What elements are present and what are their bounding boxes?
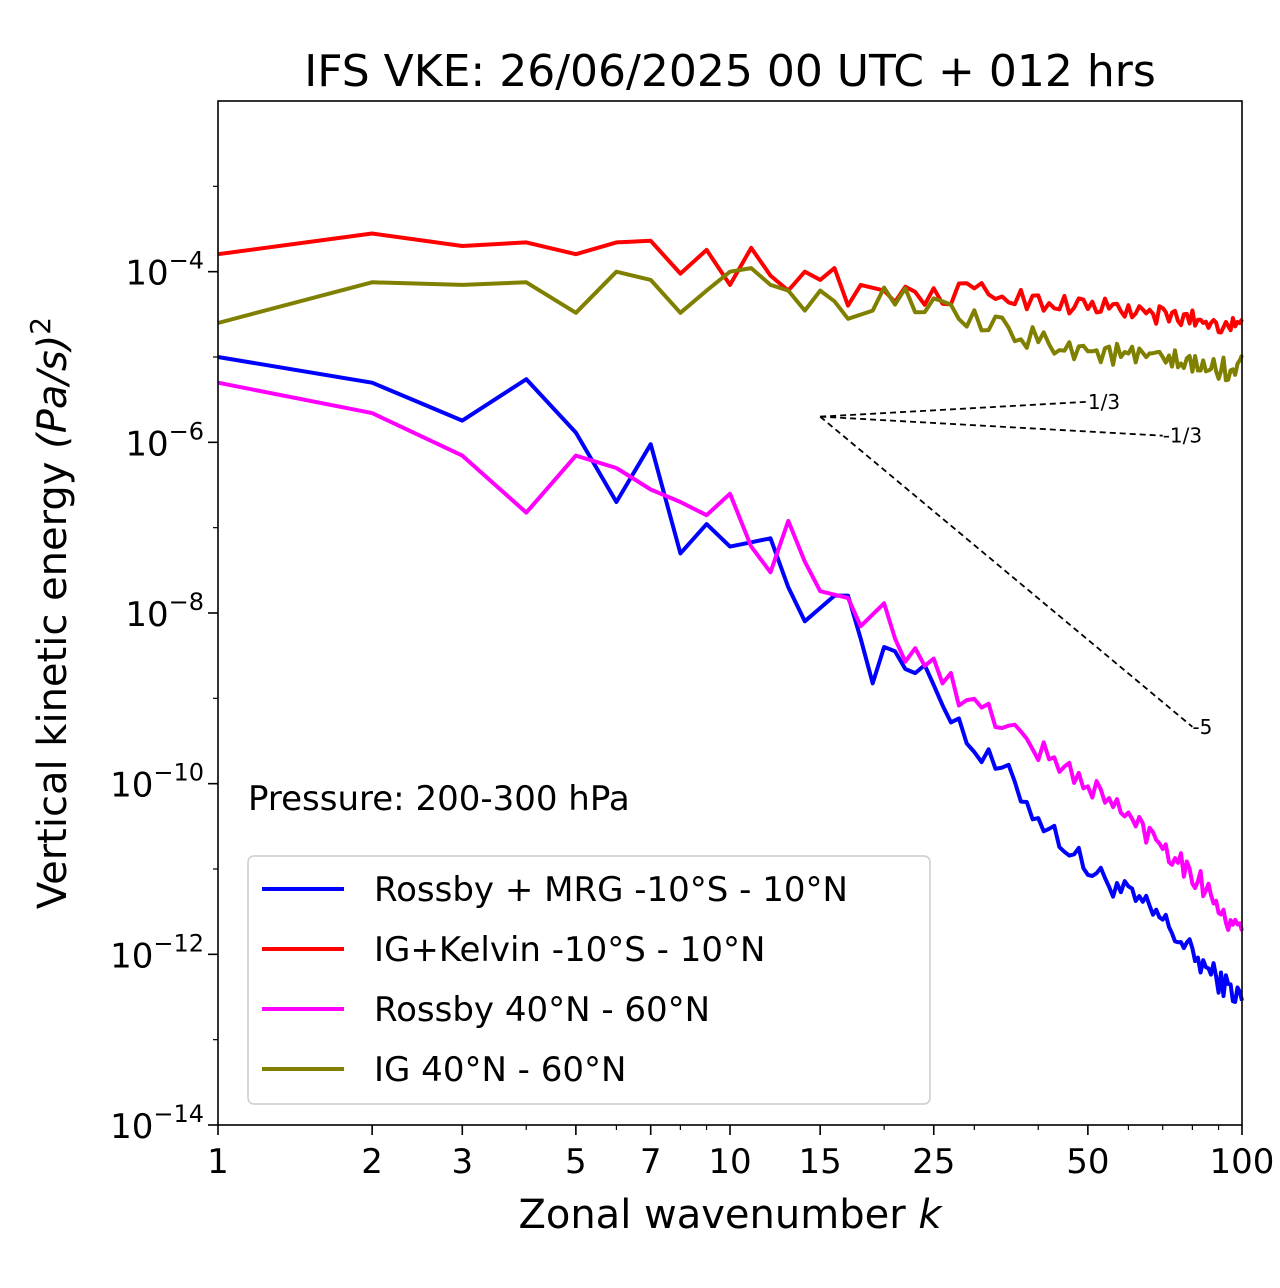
x-axis: 1 2 3 5 7 10 15 25 50 100 — [207, 1125, 1274, 1182]
reference-slope-line — [819, 415, 1193, 728]
y-tick-label: 10−10 — [110, 759, 204, 806]
y-axis-label: Vertical kinetic energy (Pa/s)2 — [24, 317, 76, 909]
legend-label: Rossby 40°N - 60°N — [374, 990, 710, 1030]
x-tick-label: 50 — [1066, 1142, 1109, 1182]
y-tick-label: 10−4 — [125, 247, 204, 294]
legend: Rossby + MRG -10°S - 10°N IG+Kelvin -10°S… — [247, 855, 931, 1105]
legend-label: IG 40°N - 60°N — [374, 1050, 626, 1090]
reference-slopes: 1/3 -1/3 -5 — [819, 390, 1212, 739]
x-axis-label-var: k — [918, 1192, 943, 1238]
series-layer — [217, 231, 1244, 1004]
reference-slope-line — [820, 400, 1088, 418]
x-tick-label: 25 — [912, 1142, 955, 1182]
y-tick-label: 10−12 — [110, 929, 204, 976]
plot-area: 1/3 -1/3 -5 — [217, 100, 1244, 1126]
y-axis-label-text: Vertical kinetic energy — [30, 449, 76, 909]
y-axis-label-exponent: 2 — [24, 317, 57, 335]
x-axis-label: Zonal wavenumber k — [518, 1192, 943, 1238]
y-tick-label: 10−6 — [125, 417, 204, 464]
reference-slope-label: 1/3 — [1088, 390, 1120, 414]
series-line-4 — [217, 266, 1244, 383]
x-tick-label: 100 — [1210, 1142, 1275, 1182]
x-tick-label: 15 — [799, 1142, 842, 1182]
x-tick-label: 10 — [708, 1142, 751, 1182]
pressure-annotation: Pressure: 200-300 hPa — [248, 779, 630, 819]
chart-title: IFS VKE: 26/06/2025 00 UTC + 012 hrs — [304, 46, 1156, 97]
series-line-3 — [217, 380, 1244, 932]
y-axis-label-units: (Pa/s) — [30, 335, 76, 449]
x-tick-label: 5 — [565, 1142, 587, 1182]
y-axis: 10−14 10−12 10−10 10−8 10−6 10−4 — [110, 185, 218, 1147]
x-tick-label: 1 — [207, 1142, 229, 1182]
x-tick-label: 2 — [361, 1142, 383, 1182]
reference-slope-label: -1/3 — [1163, 424, 1202, 448]
reference-slope-line — [820, 415, 1163, 437]
y-tick-label: 10−14 — [110, 1100, 204, 1147]
x-tick-label: 7 — [640, 1142, 662, 1182]
legend-label: Rossby + MRG -10°S - 10°N — [374, 870, 848, 910]
x-axis-label-text: Zonal wavenumber — [518, 1192, 918, 1238]
legend-frame — [247, 855, 931, 1105]
y-tick-label: 10−8 — [125, 588, 204, 635]
series-line-2 — [217, 231, 1244, 335]
reference-slope-label: -5 — [1192, 715, 1212, 739]
series-line-1 — [217, 355, 1244, 1004]
legend-entries: Rossby + MRG -10°S - 10°N IG+Kelvin -10°S… — [262, 870, 848, 1090]
x-tick-label: 3 — [451, 1142, 473, 1182]
legend-label: IG+Kelvin -10°S - 10°N — [374, 930, 765, 970]
